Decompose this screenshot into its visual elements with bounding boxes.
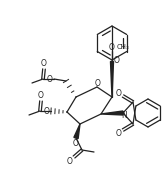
Text: O: O	[67, 157, 73, 166]
Text: O: O	[114, 56, 120, 65]
Polygon shape	[74, 124, 80, 139]
Text: CH₃: CH₃	[117, 44, 129, 50]
Text: O: O	[44, 107, 50, 115]
Text: O: O	[109, 43, 115, 51]
Text: O: O	[116, 88, 122, 97]
Polygon shape	[111, 61, 114, 97]
Text: O: O	[116, 129, 122, 137]
Text: O: O	[41, 60, 47, 68]
Text: O: O	[47, 75, 53, 83]
Text: N: N	[121, 112, 127, 120]
Text: O: O	[73, 139, 79, 147]
Text: O: O	[95, 78, 101, 88]
Polygon shape	[101, 111, 123, 115]
Text: O: O	[38, 92, 44, 100]
